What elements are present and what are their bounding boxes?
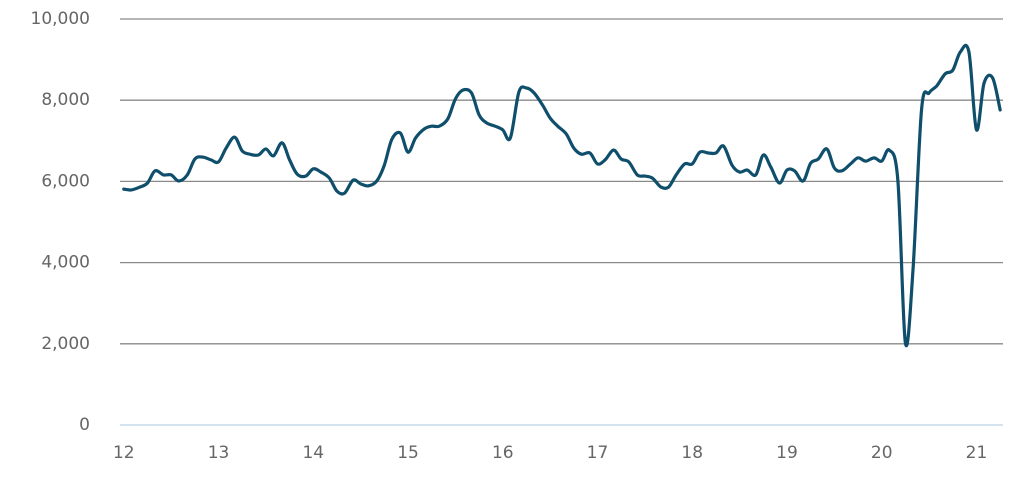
x-tick-label: 19 xyxy=(776,443,798,463)
y-tick-label: 6,000 xyxy=(41,171,90,191)
x-tick-label: 17 xyxy=(587,443,609,463)
y-tick-label: 4,000 xyxy=(41,253,90,273)
x-tick-label: 21 xyxy=(966,443,988,463)
x-tick-label: 13 xyxy=(208,443,230,463)
y-tick-label: 2,000 xyxy=(41,334,90,354)
x-tick-label: 20 xyxy=(871,443,893,463)
x-tick-label: 16 xyxy=(492,443,514,463)
x-tick-label: 18 xyxy=(681,443,703,463)
line-series xyxy=(122,43,1002,348)
y-tick-label: 10,000 xyxy=(31,9,90,29)
x-tick-label: 12 xyxy=(113,443,135,463)
x-tick-label: 14 xyxy=(302,443,324,463)
y-tick-label: 8,000 xyxy=(41,90,90,110)
y-tick-label: 0 xyxy=(79,415,90,435)
x-tick-label: 15 xyxy=(397,443,419,463)
